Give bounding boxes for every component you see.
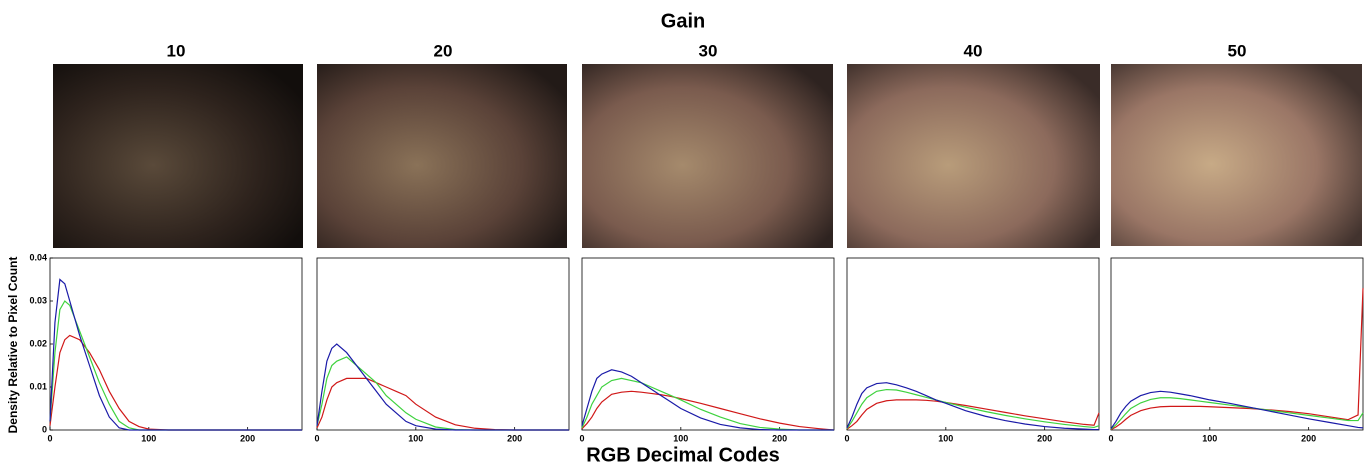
chart-title: 40	[964, 41, 983, 60]
x-tick-label: 200	[1037, 433, 1052, 443]
series-line	[49, 278, 302, 431]
y-axis-label: Density Relative to Pixel Count	[6, 257, 20, 434]
photo	[53, 64, 303, 248]
x-tick-label: 100	[1202, 433, 1217, 443]
plot-frame	[49, 257, 303, 431]
y-tick-label: 0	[42, 424, 47, 434]
photo	[582, 64, 833, 248]
series-line	[49, 334, 302, 431]
chart-title: 20	[434, 41, 453, 60]
series-line	[846, 388, 1100, 430]
series-line	[1110, 288, 1364, 431]
series-line	[1110, 397, 1364, 430]
x-tick-label: 0	[844, 433, 849, 443]
plot-frame	[846, 257, 1100, 431]
chart-title: 30	[699, 41, 718, 60]
plot-frame	[1110, 257, 1364, 431]
y-tick-label: 0.02	[29, 338, 47, 348]
plot-frame	[581, 257, 835, 431]
series-line	[49, 300, 302, 431]
x-tick-label: 200	[507, 433, 522, 443]
series-line	[316, 356, 569, 431]
series-line	[581, 377, 834, 431]
series-line	[846, 399, 1100, 430]
figure-title: Gain	[661, 10, 705, 32]
y-tick-label: 0.01	[29, 381, 47, 391]
series-line	[846, 382, 1099, 431]
chart-title: 50	[1228, 41, 1247, 60]
series-line	[1110, 390, 1364, 430]
x-tick-label: 0	[47, 433, 52, 443]
x-tick-label: 100	[938, 433, 953, 443]
x-tick-label: 0	[1108, 433, 1113, 443]
x-tick-label: 100	[673, 433, 688, 443]
x-tick-label: 100	[141, 433, 156, 443]
photo	[1111, 64, 1362, 246]
y-tick-label: 0.04	[29, 252, 47, 262]
photo	[317, 64, 567, 248]
series-line	[316, 343, 569, 431]
y-tick-label: 0.03	[29, 295, 47, 305]
series-line	[581, 390, 835, 431]
x-tick-label: 200	[772, 433, 787, 443]
series-line	[316, 377, 569, 431]
photo	[847, 64, 1100, 248]
x-tick-label: 0	[314, 433, 319, 443]
x-tick-label: 0	[579, 433, 584, 443]
x-axis-label: RGB Decimal Codes	[586, 444, 779, 466]
series-line	[581, 369, 834, 431]
x-tick-label: 200	[1301, 433, 1316, 443]
x-tick-label: 200	[240, 433, 255, 443]
chart-title: 10	[167, 41, 186, 60]
plot-frame	[316, 257, 570, 431]
x-tick-label: 100	[408, 433, 423, 443]
